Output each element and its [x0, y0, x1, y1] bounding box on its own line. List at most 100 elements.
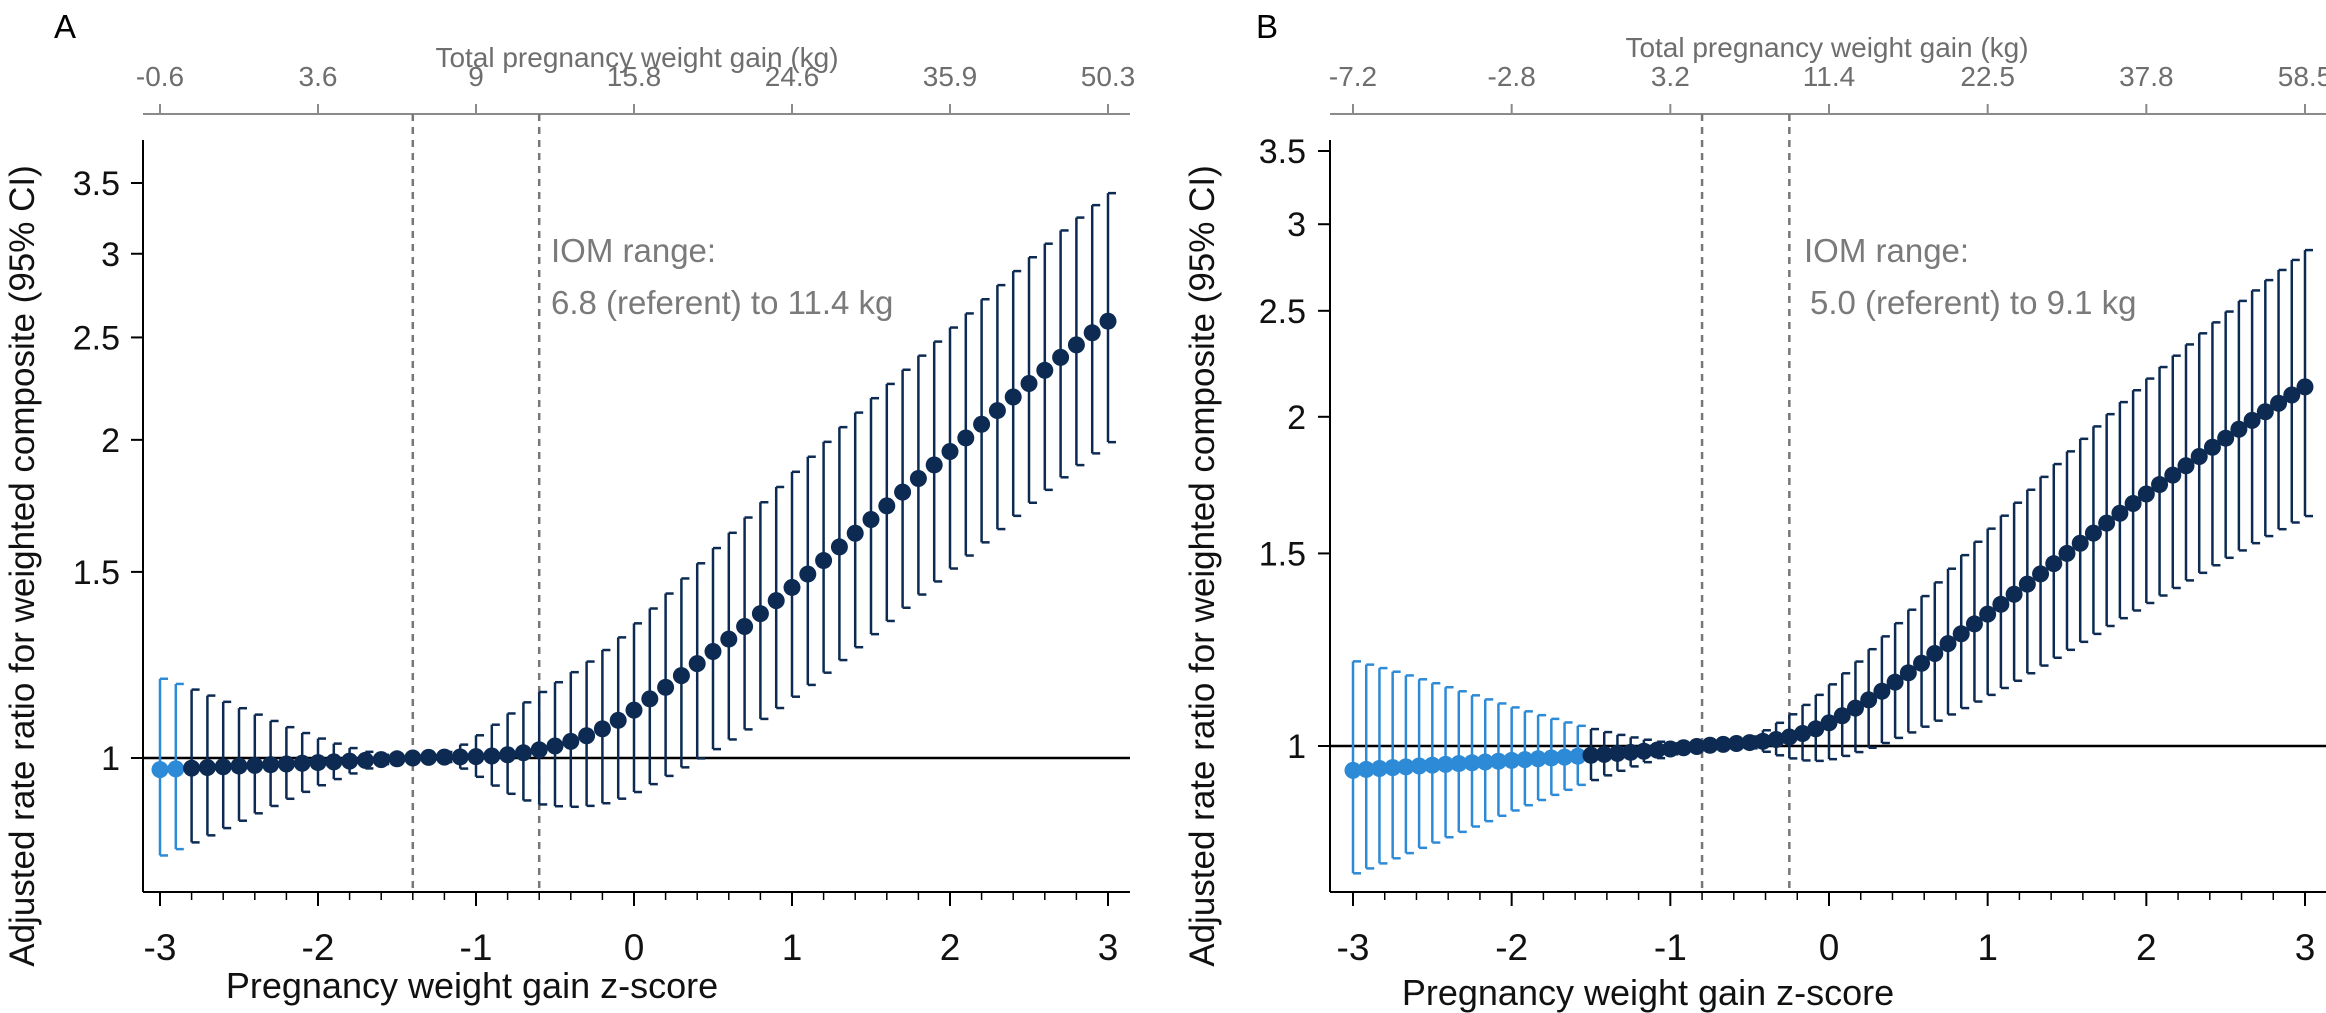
- data-point: [1529, 750, 1547, 768]
- data-point: [1450, 755, 1468, 773]
- data-point: [1344, 761, 1362, 779]
- y-tick-label: 3.5: [73, 165, 120, 203]
- data-point: [2137, 485, 2155, 503]
- data-point: [1794, 724, 1812, 742]
- iom-annotation-line2: 6.8 (referent) to 11.4 kg: [551, 284, 893, 321]
- data-point: [1741, 734, 1759, 752]
- data-point: [214, 758, 232, 776]
- data-point: [167, 760, 185, 778]
- data-point: [1556, 748, 1574, 766]
- panel-label: A: [54, 8, 76, 45]
- data-point: [1807, 720, 1825, 738]
- data-point: [657, 678, 675, 696]
- data-point: [1873, 682, 1891, 700]
- data-point: [1569, 747, 1587, 765]
- data-point: [451, 748, 469, 766]
- data-point: [372, 751, 390, 769]
- data-point: [467, 748, 485, 766]
- top-tick-label: -0.6: [136, 61, 184, 92]
- data-point: [1767, 731, 1785, 749]
- data-point: [2071, 534, 2089, 552]
- data-point: [2203, 438, 2221, 456]
- data-point: [1661, 740, 1679, 758]
- y-tick-label: 1: [1287, 728, 1306, 766]
- data-point: [1688, 738, 1706, 756]
- top-tick-label: 24.6: [765, 61, 820, 92]
- data-point: [1899, 664, 1917, 682]
- data-point: [1410, 757, 1428, 775]
- data-point: [2256, 403, 2274, 421]
- data-point: [420, 748, 438, 766]
- data-point: [2217, 429, 2235, 447]
- data-point: [1714, 735, 1732, 753]
- data-point: [2084, 524, 2102, 542]
- data-point: [2045, 555, 2063, 573]
- data-point: [388, 750, 406, 768]
- data-point: [1397, 758, 1415, 776]
- data-point: [246, 756, 264, 774]
- x-tick-label: 0: [624, 927, 645, 968]
- data-point: [925, 456, 943, 474]
- data-point: [325, 753, 343, 771]
- data-point: [1004, 388, 1022, 406]
- panel-b: B Total pregnancy weight gain (kg) Adjus…: [1183, 8, 2326, 1013]
- data-point: [1516, 751, 1534, 769]
- top-tick-label: 50.3: [1081, 61, 1136, 92]
- data-point: [2243, 411, 2261, 429]
- data-point: [799, 565, 817, 583]
- data-point: [1939, 635, 1957, 653]
- data-point: [1542, 749, 1560, 767]
- x-tick-label: 2: [940, 927, 961, 968]
- data-point: [2230, 420, 2248, 438]
- iom-annotation-line1: IOM range:: [551, 232, 716, 269]
- data-point: [2005, 585, 2023, 603]
- data-point: [862, 511, 880, 529]
- data-point: [1357, 760, 1375, 778]
- data-point: [2111, 504, 2129, 522]
- data-point: [1820, 714, 1838, 732]
- data-point: [1952, 625, 1970, 643]
- data-point: [593, 720, 611, 738]
- data-point: [1913, 654, 1931, 672]
- data-point: [483, 747, 501, 765]
- data-point: [1675, 739, 1693, 757]
- x-tick-label: 1: [1977, 927, 1998, 968]
- data-point: [1979, 605, 1997, 623]
- iom-annotation-line2: 5.0 (referent) to 9.1 kg: [1810, 284, 2137, 321]
- data-point: [1370, 760, 1388, 778]
- y-tick-label: 2: [101, 422, 120, 460]
- data-point: [1860, 691, 1878, 709]
- x-tick-label: -1: [1654, 927, 1687, 968]
- data-point: [356, 751, 374, 769]
- data-point: [293, 754, 311, 772]
- data-point: [815, 552, 833, 570]
- data-point: [341, 752, 359, 770]
- data-point: [1463, 754, 1481, 772]
- data-point: [1780, 728, 1798, 746]
- top-axis-title: Total pregnancy weight gain (kg): [435, 42, 838, 73]
- y-tick-label: 1.5: [73, 554, 120, 592]
- data-point: [530, 741, 548, 759]
- data-point: [2032, 565, 2050, 583]
- data-point: [230, 757, 248, 775]
- data-point: [404, 749, 422, 767]
- top-tick-label: 15.8: [607, 61, 662, 92]
- data-point: [2164, 466, 2182, 484]
- x-tick-label: -2: [1495, 927, 1528, 968]
- y-tick-label: 3: [101, 236, 120, 274]
- top-tick-label: 37.8: [2119, 61, 2174, 92]
- data-point: [1099, 312, 1117, 330]
- data-point: [2018, 575, 2036, 593]
- x-tick-label: 2: [2136, 927, 2157, 968]
- y-tick-label: 3: [1287, 206, 1306, 244]
- data-point: [609, 711, 627, 729]
- iom-annotation-line1: IOM range:: [1804, 232, 1969, 269]
- data-point: [262, 756, 280, 774]
- data-point: [1582, 746, 1600, 764]
- data-point: [1965, 615, 1983, 633]
- data-point: [1992, 595, 2010, 613]
- x-tick-label: -3: [144, 927, 177, 968]
- data-point: [1727, 735, 1745, 753]
- y-axis-label: Adjusted rate ratio for weighted composi…: [3, 165, 42, 967]
